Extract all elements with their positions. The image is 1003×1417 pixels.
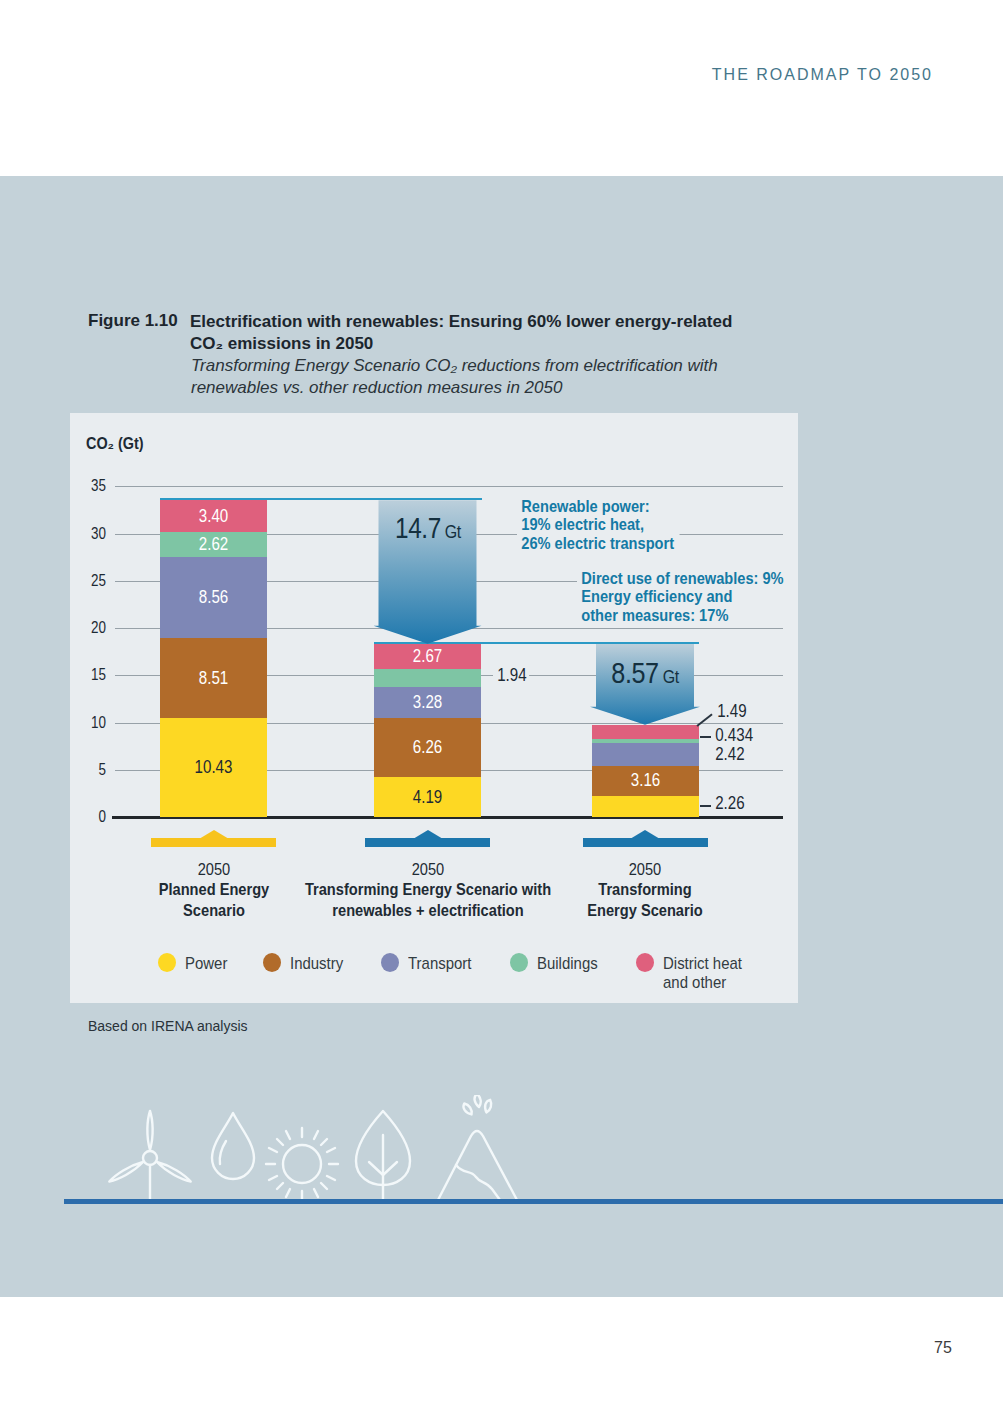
x-label-scenario-line: Transforming xyxy=(499,879,791,900)
leaf-icon xyxy=(356,1111,410,1200)
bottom-rule xyxy=(64,1199,1003,1204)
y-axis-label: CO₂ (Gt) xyxy=(86,435,144,453)
legend-swatch-buildings xyxy=(510,953,528,972)
bar-segment-buildings xyxy=(592,739,699,743)
reduction-value: 14.7 xyxy=(395,512,441,544)
segment-value-label: 10.43 xyxy=(169,757,259,778)
y-tick-label: 35 xyxy=(76,477,106,495)
legend-label-line: Power xyxy=(185,954,227,973)
bar-segment-power xyxy=(592,796,699,817)
annotation-line: other measures: 17% xyxy=(581,607,783,625)
segment-value-label: 4.19 xyxy=(383,787,473,808)
sun-icon xyxy=(266,1128,338,1200)
co2-stacked-bar-chart: 0 5 10 15 20 25 30 35 CO₂ (Gt) 10.43 8.51 8.56 2.62 3… xyxy=(70,413,798,1003)
y-tick-label: 15 xyxy=(76,666,106,684)
legend-label-line: Transport xyxy=(408,954,471,973)
segment-value-label: 2.67 xyxy=(383,646,473,667)
bar-segment-transport xyxy=(592,743,699,766)
axis-marker xyxy=(151,838,276,847)
legend-swatch-power xyxy=(158,953,176,972)
report-page: { "page": { "header": "THE ROADMAP TO 20… xyxy=(0,0,1003,1417)
legend-label-line: and other xyxy=(663,973,742,992)
figure-subtitle: Transforming Energy Scenario CO₂ reducti… xyxy=(191,355,811,399)
y-tick-label: 5 xyxy=(76,761,106,779)
figure-subtitle-line2: renewables vs. other reduction measures … xyxy=(191,377,811,399)
y-tick-label: 30 xyxy=(76,525,106,543)
reduction-unit: Gt xyxy=(440,521,460,542)
figure-subtitle-line1: Transforming Energy Scenario CO₂ reducti… xyxy=(191,355,811,377)
x-label-scenario: TransformingEnergy Scenario xyxy=(499,879,791,921)
legend-label-industry: Industry xyxy=(290,954,343,973)
legend-label-line: Buildings xyxy=(537,954,598,973)
volcano-icon xyxy=(438,1095,517,1200)
segment-value-label: 8.56 xyxy=(169,587,259,608)
legend-label-buildings: Buildings xyxy=(537,954,598,973)
x-label-year: 2050 xyxy=(316,860,540,880)
bar-segment-buildings xyxy=(374,669,481,687)
segment-value-label: 2.42 xyxy=(711,744,747,765)
annotation-callout: Renewable power:19% electric heat,26% el… xyxy=(517,496,679,555)
segment-value-label: 2.26 xyxy=(711,793,747,814)
annotation-line: 26% electric transport xyxy=(521,535,674,553)
water-drop-icon xyxy=(212,1113,254,1179)
axis-marker xyxy=(365,838,490,847)
label-dash xyxy=(700,736,711,738)
label-dash xyxy=(700,805,711,807)
segment-value-label: 0.434 xyxy=(711,725,756,746)
y-tick-label: 25 xyxy=(76,572,106,590)
legend-label-transport: Transport xyxy=(408,954,471,973)
x-label-year: 2050 xyxy=(102,860,326,880)
reduction-unit: Gt xyxy=(659,666,679,687)
annotation-line: Renewable power: xyxy=(521,498,674,516)
segment-value-label: 1.94 xyxy=(493,665,529,686)
page-number: 75 xyxy=(934,1339,952,1357)
y-tick-label: 10 xyxy=(76,714,106,732)
annotation-line: Direct use of renewables: 9% xyxy=(581,570,783,588)
axis-marker-arrow xyxy=(413,830,443,839)
x-label-scenario-line: Energy Scenario xyxy=(499,900,791,921)
figure-label: Figure 1.10 xyxy=(88,311,178,331)
decorative-energy-icons xyxy=(60,1095,580,1205)
segment-value-label: 3.40 xyxy=(169,506,259,527)
legend-label-district: District heatand other xyxy=(663,954,742,992)
annotation-line: Energy efficiency and xyxy=(581,588,783,606)
legend-swatch-industry xyxy=(263,953,281,972)
bar2-top-line xyxy=(374,642,699,644)
legend-swatch-transport xyxy=(381,953,399,972)
source-note: Based on IRENA analysis xyxy=(88,1018,248,1034)
segment-value-label: 1.49 xyxy=(713,701,749,722)
segment-value-label: 3.28 xyxy=(383,692,473,713)
wind-turbine-icon xyxy=(108,1111,192,1200)
segment-value-label: 2.62 xyxy=(169,534,259,555)
axis-marker xyxy=(583,838,708,847)
legend-label-line: Industry xyxy=(290,954,343,973)
legend-swatch-district xyxy=(636,953,654,972)
figure-title: Electrification with renewables: Ensurin… xyxy=(190,311,810,355)
running-header: THE ROADMAP TO 2050 xyxy=(712,66,933,84)
segment-value-label: 3.16 xyxy=(600,770,690,791)
gridline xyxy=(115,486,783,487)
reduction-arrow-label: 8.57 Gt xyxy=(599,656,691,690)
legend-label-line: District heat xyxy=(663,954,742,973)
segment-value-label: 8.51 xyxy=(169,668,259,689)
figure-title-line2: CO₂ emissions in 2050 xyxy=(190,333,810,355)
figure-title-line1: Electrification with renewables: Ensurin… xyxy=(190,311,810,333)
bar1-top-line xyxy=(160,498,482,500)
annotation-callout: Direct use of renewables: 9%Energy effic… xyxy=(577,568,789,627)
legend-label-power: Power xyxy=(185,954,227,973)
segment-value-label: 6.26 xyxy=(383,737,473,758)
y-tick-label: 0 xyxy=(76,808,106,826)
reduction-arrow-label: 14.7 Gt xyxy=(382,512,473,545)
annotation-line: 19% electric heat, xyxy=(521,516,674,534)
x-label-year: 2050 xyxy=(533,860,757,880)
axis-marker-arrow xyxy=(199,830,229,839)
bar-segment-district xyxy=(592,725,699,739)
reduction-value: 8.57 xyxy=(611,656,658,689)
y-tick-label: 20 xyxy=(76,619,106,637)
axis-marker-arrow xyxy=(630,830,660,839)
